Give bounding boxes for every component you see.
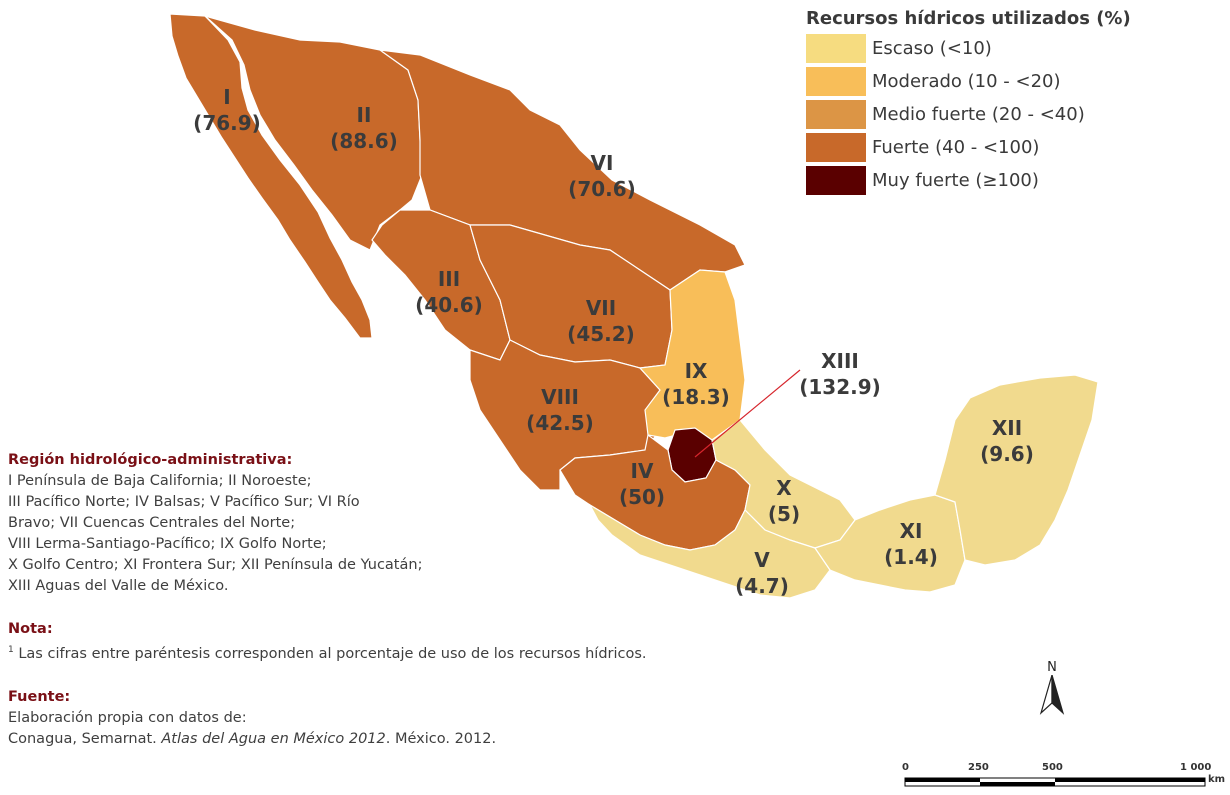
region-ii-id: II [357,103,372,127]
note-title: Nota: [8,621,53,637]
source-line-1: Elaboración propia con datos de: [8,709,247,726]
region-xii-value: (9.6) [980,442,1034,466]
region-viii-id: VIII [541,385,579,409]
legend-item-medio-fuerte: Medio fuerte (20 - <40) [806,99,1226,129]
region-list-line: III Pacífico Norte; IV Balsas; V Pacífic… [8,494,360,510]
region-x-id: X [776,476,792,500]
region-i-shape [169,13,373,339]
scale-bar: 0 250 500 1 000 km [895,762,1225,792]
legend-swatch [806,66,866,96]
region-x-value: (5) [768,502,800,526]
region-vii-id: VII [586,296,616,320]
scale-tick-0: 0 [902,762,909,773]
legend-label: Moderado (10 - <20) [872,70,1061,92]
legend-item-escaso: Escaso (<10) [806,33,1226,63]
scale-tick-250: 250 [968,762,989,773]
region-ix-id: IX [685,359,708,383]
source-line-2: Conagua, Semarnat. Atlas del Agua en Méx… [8,729,768,750]
north-arrow: N [1037,660,1067,719]
legend-swatch [806,165,866,195]
legend-swatch [806,99,866,129]
region-list-line: XIII Aguas del Valle de México. [8,578,229,594]
region-xiii-value: (132.9) [799,375,881,399]
region-list-line: X Golfo Centro; XI Frontera Sur; XII Pen… [8,557,423,573]
north-arrow-icon [1039,674,1065,715]
source-pre: Conagua, Semarnat. [8,730,162,747]
legend-label: Muy fuerte (≥100) [872,169,1039,191]
scale-bar-graphic [904,777,1206,787]
region-ii-shape [204,15,423,251]
region-xi-id: XI [900,519,923,543]
region-iii-id: III [438,267,460,291]
region-iv-value: (50) [619,485,665,509]
legend-label: Fuerte (40 - <100) [872,136,1040,158]
region-i-value: (76.9) [193,111,261,135]
map-legend: Recursos hídricos utilizados (%) Escaso … [806,8,1226,198]
region-xii-id: XII [992,416,1022,440]
region-viii-value: (42.5) [526,411,594,435]
region-ix-value: (18.3) [662,385,730,409]
region-ii-value: (88.6) [330,129,398,153]
legend-item-fuerte: Fuerte (40 - <100) [806,132,1226,162]
scale-unit: km [1208,774,1226,785]
north-label: N [1047,660,1057,675]
region-list-line: VIII Lerma-Santiago-Pacífico; IX Golfo N… [8,536,327,552]
legend-swatch [806,132,866,162]
region-xiii-leader [694,369,801,458]
region-v-id: V [754,548,770,572]
region-list-line: Bravo; VII Cuencas Centrales del Norte; [8,515,296,531]
region-xi-value: (1.4) [884,545,938,569]
scale-tick-500: 500 [1042,762,1063,773]
legend-item-moderado: Moderado (10 - <20) [806,66,1226,96]
region-iii-value: (40.6) [415,293,483,317]
legend-title: Recursos hídricos utilizados (%) [806,8,1131,29]
region-xii-shape [934,374,1099,566]
source-post: . México. 2012. [385,730,497,747]
source-italic: Atlas del Agua en México 2012 [161,730,386,747]
region-v-value: (4.7) [735,574,789,598]
region-list-title: Región hidrológico-administrativa: [8,452,293,468]
map-notes: Región hidrológico-administrativa: I Pen… [8,450,768,750]
region-vi-id: VI [591,151,614,175]
source-title: Fuente: [8,688,71,705]
region-iv-id: IV [631,459,654,483]
note-text: 1 Las cifras entre paréntesis correspond… [8,640,768,665]
region-xi-shape [814,494,966,593]
scale-tick-1000: 1 000 [1180,762,1212,773]
region-xiii-id: XIII [821,349,859,373]
legend-item-muy-fuerte: Muy fuerte (≥100) [806,165,1226,195]
region-vi-value: (70.6) [568,177,636,201]
region-i-id: I [223,85,230,109]
note-body: Las cifras entre paréntesis corresponden… [13,645,647,662]
legend-label: Escaso (<10) [872,37,992,59]
note-marker: 1 [8,645,14,655]
legend-swatch [806,33,866,63]
region-vii-value: (45.2) [567,322,635,346]
region-list-line: I Península de Baja California; II Noroe… [8,473,312,489]
legend-label: Medio fuerte (20 - <40) [872,103,1085,125]
